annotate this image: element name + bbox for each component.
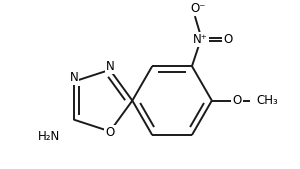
Text: N⁺: N⁺	[193, 33, 208, 46]
Text: O: O	[224, 33, 232, 46]
Text: N: N	[69, 71, 78, 84]
Text: H₂N: H₂N	[38, 130, 61, 143]
Text: O: O	[105, 126, 115, 139]
Text: N: N	[106, 60, 114, 73]
Text: O: O	[232, 94, 242, 107]
Text: O⁻: O⁻	[190, 2, 206, 15]
Text: CH₃: CH₃	[256, 94, 278, 107]
